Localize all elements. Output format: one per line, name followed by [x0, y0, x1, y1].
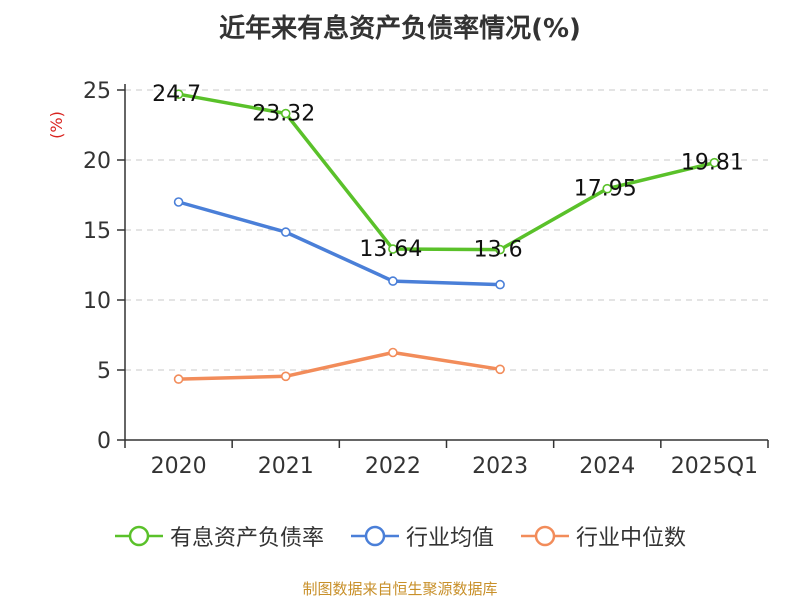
data-point [280, 227, 291, 237]
x-tick-label: 2024 [579, 454, 635, 479]
legend-label: 行业均值 [405, 526, 494, 551]
data-label: 24.7 [152, 82, 201, 107]
data-label: 17.95 [574, 177, 637, 202]
legend-label: 有息资产负债率 [169, 526, 324, 551]
legend-item: 行业均值 [350, 520, 494, 552]
series-line-1 [178, 200, 501, 287]
legend-marker [364, 525, 386, 547]
y-tick-label: 20 [83, 149, 111, 174]
x-tick-label: 2022 [365, 454, 421, 479]
y-tick-label: 15 [83, 219, 111, 244]
data-point [709, 157, 720, 168]
data-point [173, 197, 184, 207]
data-label: 13.6 [474, 238, 523, 263]
data-point [388, 276, 398, 286]
legend-symbol [521, 525, 569, 547]
data-point [173, 374, 184, 384]
data-point [280, 371, 291, 382]
series-line-2 [178, 350, 501, 381]
data-point [173, 89, 184, 99]
x-tick-label: 2021 [258, 454, 314, 479]
x-tick-label: 2020 [151, 454, 207, 479]
data-label: 13.64 [359, 237, 422, 262]
chart-title: 近年来有息资产负债率情况(%) [219, 14, 581, 44]
data-label-layer: 24.7 23.32 13.64 13.6 17.95 19.81 [152, 82, 744, 262]
legend: 有息资产负债率 行业均值 行业中位数 [0, 520, 800, 552]
legend-item: 有息资产负债率 [114, 520, 324, 552]
data-point [495, 364, 505, 375]
data-point [602, 183, 613, 194]
legend-label: 行业中位数 [576, 526, 687, 551]
series-layer [173, 89, 720, 384]
data-point [495, 244, 505, 255]
data-point [388, 244, 398, 254]
y-tick-label: 10 [83, 289, 111, 314]
x-tick-label: 2025Q1 [671, 454, 758, 479]
data-point [495, 279, 505, 290]
series-line-0 [178, 92, 715, 252]
y-tick-label: 0 [97, 429, 111, 454]
data-label: 19.81 [681, 151, 744, 176]
axis-layer: 0 5 10 15 20 25 2020 2021 2022 2023 2024 2025Q1 [83, 79, 769, 479]
legend-symbol [114, 525, 163, 547]
y-tick-label: 5 [97, 359, 111, 384]
y-axis-label: (%) [47, 111, 66, 139]
source-note: 制图数据来自恒生聚源数据库 [302, 580, 498, 598]
legend-item: 行业中位数 [520, 520, 686, 552]
y-tick-label: 25 [83, 79, 111, 104]
x-tick-label: 2023 [472, 454, 528, 479]
data-point [280, 108, 291, 119]
data-point [388, 347, 398, 358]
grid-layer [125, 89, 768, 371]
legend-marker [534, 525, 556, 547]
data-label: 23.32 [252, 102, 315, 127]
legend-symbol [350, 525, 399, 547]
legend-marker [128, 525, 150, 547]
